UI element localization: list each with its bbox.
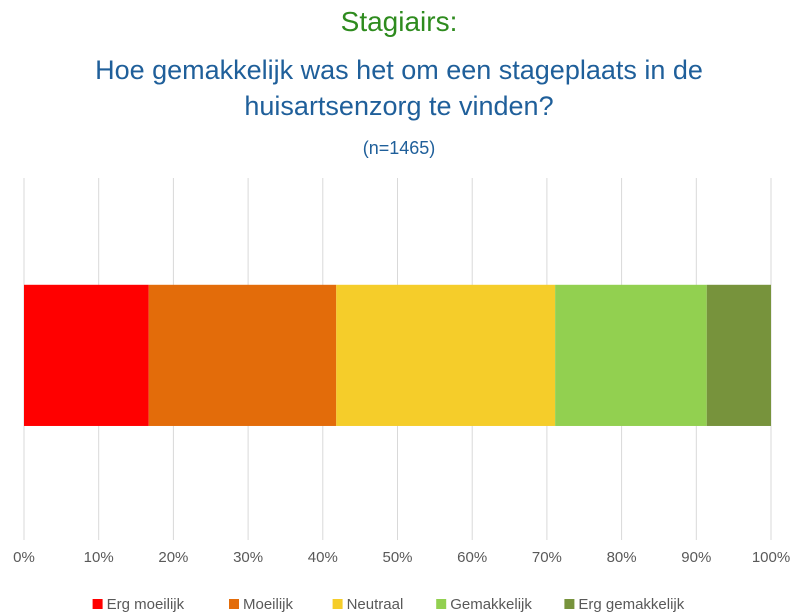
legend-swatch (92, 599, 103, 609)
chart-note: (n=1465) (362, 138, 436, 158)
x-tick-label: 50% (382, 549, 412, 566)
x-tick-label: 10% (84, 549, 114, 566)
bar-segment (706, 284, 771, 426)
legend-swatch (564, 599, 575, 609)
legend-swatch (436, 599, 447, 609)
legend-label: Gemakkelijk (450, 596, 532, 613)
x-tick-label: 60% (457, 549, 487, 566)
x-tick-label: 90% (681, 549, 711, 566)
x-tick-label: 0% (13, 549, 35, 566)
legend-label: Neutraal (347, 596, 404, 613)
x-tick-label: 70% (532, 549, 562, 566)
x-tick-label: 30% (233, 549, 263, 566)
bar-segment (24, 284, 149, 426)
x-tick-label: 20% (158, 549, 188, 566)
x-tick-label: 100% (752, 549, 790, 566)
x-tick-label: 80% (607, 549, 637, 566)
legend-swatch (229, 599, 239, 609)
legend-swatch (332, 599, 343, 609)
legend-label: Moeilijk (243, 596, 294, 613)
legend-label: Erg moeilijk (107, 596, 185, 613)
bar-segment (555, 284, 707, 426)
chart-subtitle: Hoe gemakkelijk was het om een stageplaa… (95, 55, 703, 121)
chart-title: Stagiairs: (340, 6, 458, 37)
x-tick-label: 40% (308, 549, 338, 566)
legend-label: Erg gemakkelijk (578, 596, 684, 613)
bar-segment (336, 284, 556, 426)
bar-segment (148, 284, 337, 426)
